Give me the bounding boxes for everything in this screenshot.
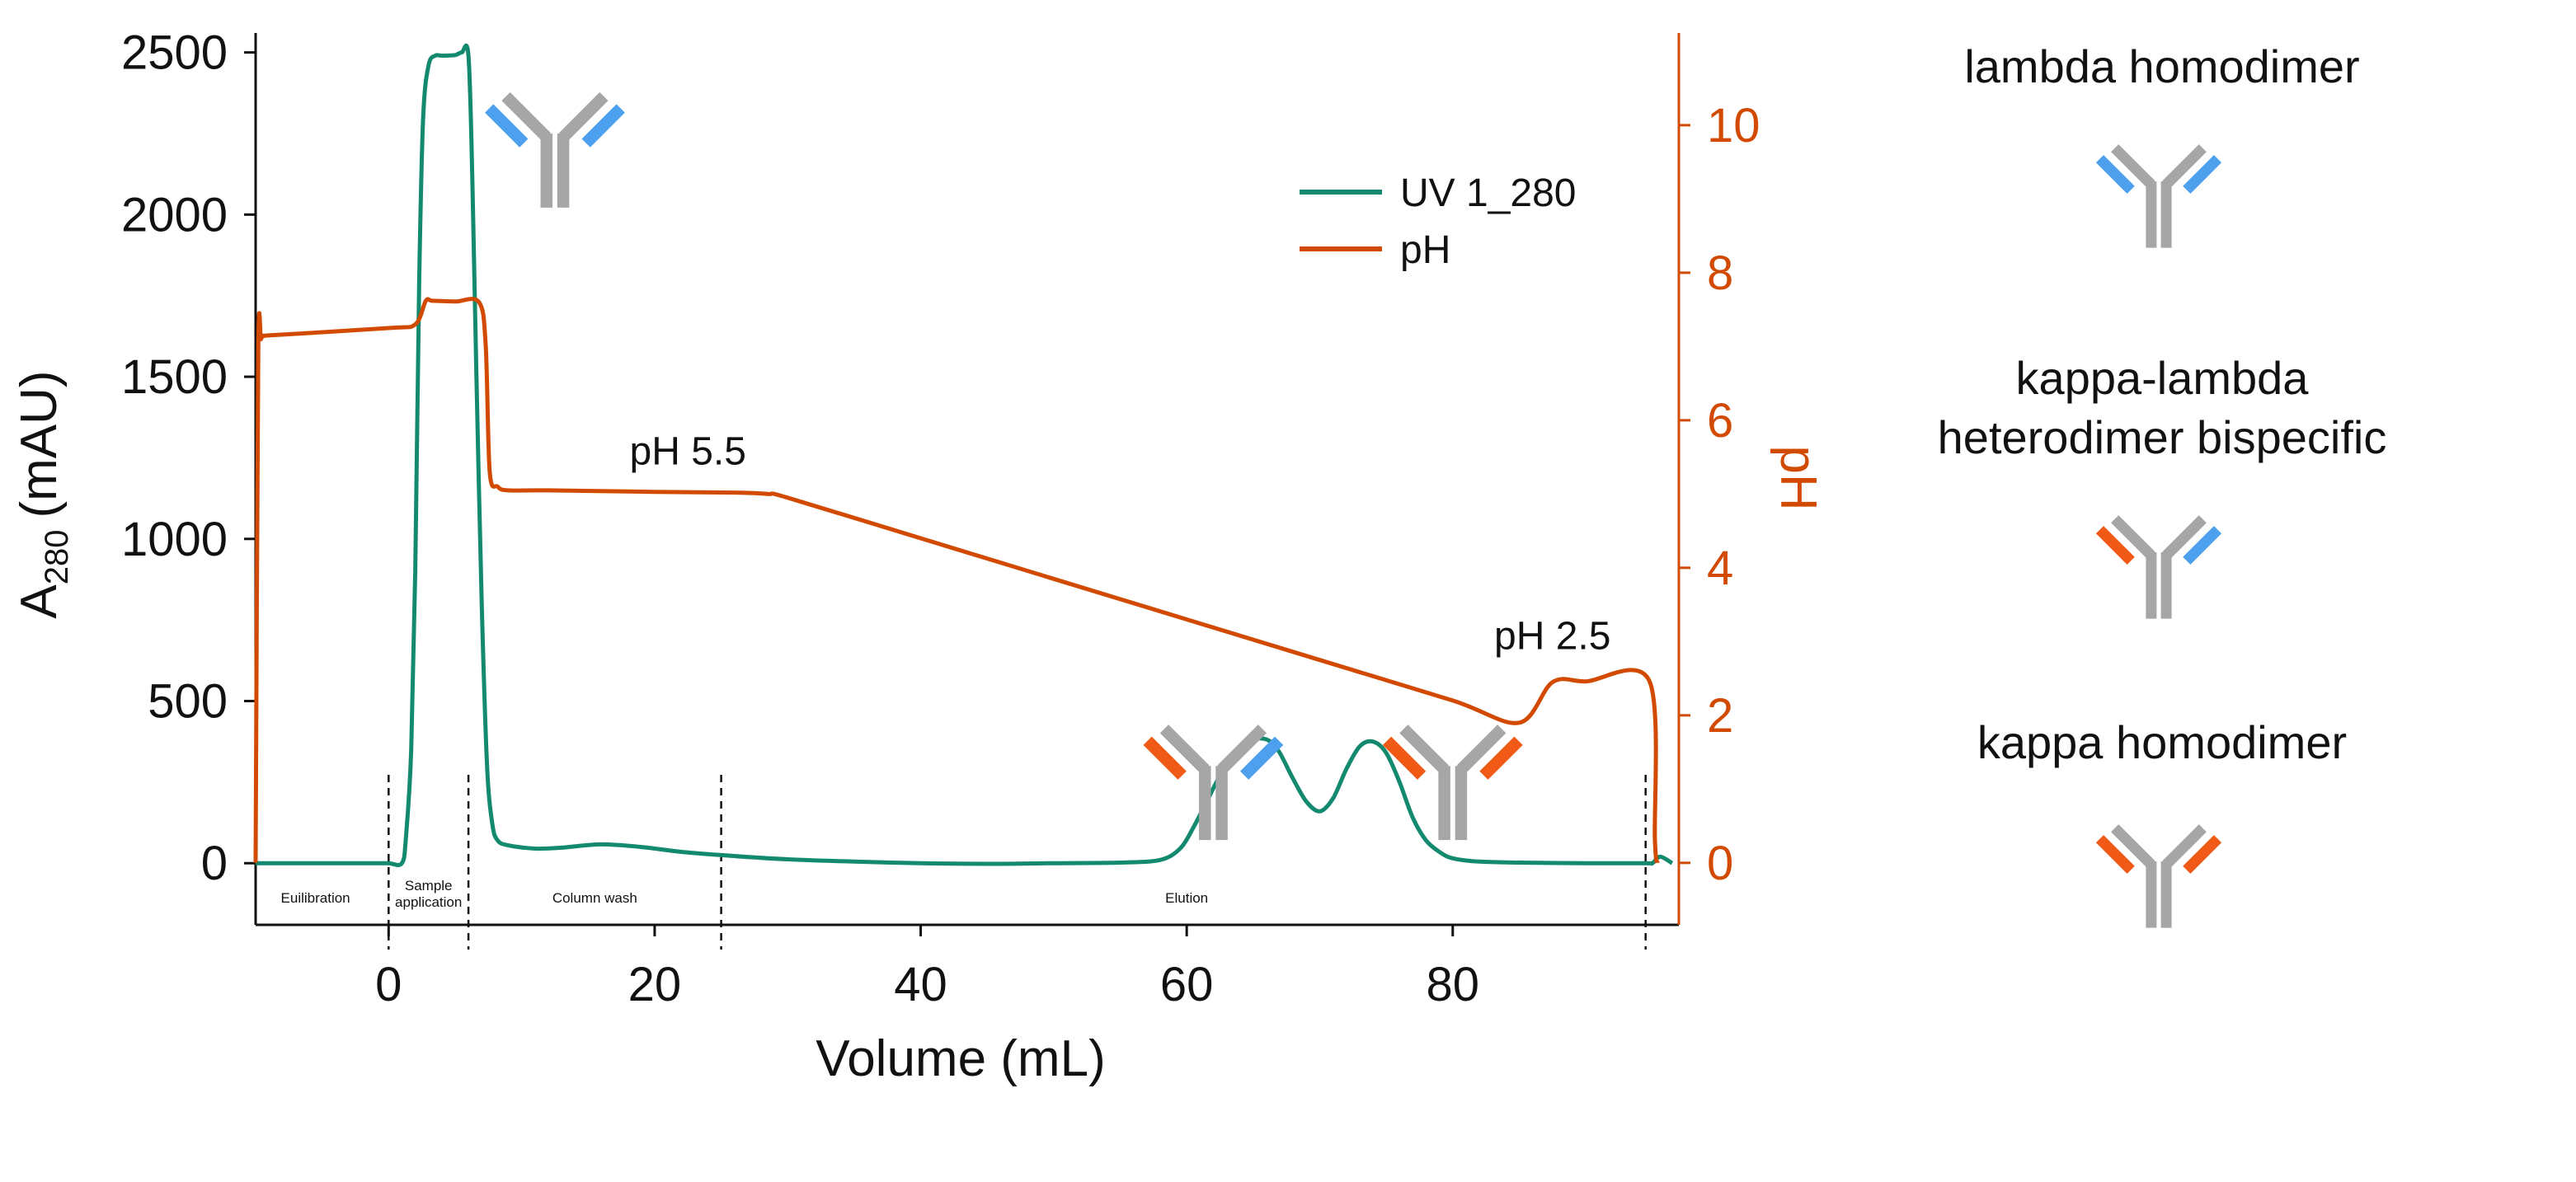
y-left-ticks: 0 500 1000 1500 2000 2500	[121, 26, 256, 890]
y-left-axis-title-unit: (mAU)	[11, 370, 68, 518]
uv-series-line	[256, 43, 1674, 867]
antibody-arm	[1159, 725, 1210, 774]
bispecific-title-line1: kappa-lambda	[2016, 352, 2310, 404]
antibody-icon	[2095, 144, 2222, 248]
legend-ph-label: pH	[1400, 228, 1450, 272]
x-tick-label: 0	[375, 958, 402, 1011]
antibody-light-chain	[2095, 155, 2135, 194]
legend-uv-label: UV 1_280	[1400, 171, 1577, 215]
y-right-ticks: 0 2 4 6 8 10	[1679, 99, 1760, 890]
antibody-arm	[2111, 515, 2155, 560]
phase-label: Sample	[405, 878, 453, 894]
phase-label: Column wash	[552, 890, 637, 906]
side-panel-icons	[2095, 144, 2222, 928]
x-ticks: 0 20 40 60 80	[375, 925, 1479, 1011]
antibody-light-chain	[2095, 835, 2135, 874]
antibody-light-chain	[2183, 835, 2222, 874]
annotations: pH 5.5 pH 2.5	[630, 430, 1611, 659]
kappa-homodimer-title: kappa homodimer	[1977, 716, 2347, 768]
y-left-tick-label: 1500	[121, 350, 228, 404]
y-right-tick-label: 8	[1707, 246, 1733, 300]
antibody-light-chain	[1239, 736, 1284, 780]
y-left-tick-label: 2000	[121, 188, 228, 242]
phase-label: Euilibration	[281, 890, 350, 906]
antibody-icon	[2095, 515, 2222, 619]
y-left-tick-label: 1000	[121, 513, 228, 566]
antibody-arm	[2162, 515, 2207, 560]
series-layer	[253, 43, 1674, 867]
ph-series-line	[253, 297, 1660, 865]
y-right-tick-label: 0	[1707, 837, 1733, 890]
y-left-axis-title: A280 (mAU)	[11, 370, 75, 618]
x-tick-label: 40	[894, 958, 947, 1011]
y-left-tick-label: 500	[148, 675, 228, 729]
annotation-label: pH 5.5	[630, 430, 746, 474]
y-right-tick-label: 2	[1707, 689, 1733, 743]
x-tick-label: 60	[1160, 958, 1214, 1011]
antibody-light-chain	[2095, 526, 2135, 565]
antibody-icon	[485, 91, 625, 208]
antibody-light-chain	[485, 104, 529, 148]
antibody-arm	[2111, 824, 2155, 869]
antibody-icon	[1143, 725, 1284, 841]
x-axis-title: Volume (mL)	[816, 1030, 1105, 1087]
antibody-arm	[1399, 725, 1449, 774]
antibody-arm	[2162, 144, 2207, 189]
x-tick-label: 80	[1427, 958, 1480, 1011]
antibody-arm	[558, 91, 609, 142]
y-left-axis-title-main: A	[11, 584, 68, 619]
side-panel: lambda homodimer kappa-lambda heterodime…	[1938, 40, 2387, 768]
x-tick-label: 20	[628, 958, 682, 1011]
y-right-axis-title: pH	[1770, 445, 1826, 510]
phase-label: Elution	[1165, 890, 1208, 906]
y-left-axis-title-sub: 280	[39, 529, 75, 584]
antibody-light-chain	[1479, 736, 1523, 780]
antibody-light-chain	[2183, 526, 2222, 565]
antibody-light-chain	[2183, 155, 2222, 194]
phase-label: application	[395, 894, 462, 910]
antibody-light-chain	[581, 104, 625, 148]
annotation-label: pH 2.5	[1494, 614, 1610, 658]
y-left-tick-label: 0	[201, 837, 228, 890]
antibody-arm	[2162, 824, 2207, 869]
antibody-light-chain	[1143, 736, 1187, 780]
y-right-tick-label: 4	[1707, 542, 1733, 595]
antibody-arm	[1456, 725, 1507, 774]
y-right-tick-label: 6	[1707, 394, 1733, 448]
antibody-markers	[485, 91, 1523, 841]
lambda-homodimer-title: lambda homodimer	[1964, 40, 2359, 92]
bispecific-title-line2: heterodimer bispecific	[1938, 411, 2387, 463]
antibody-icon	[2095, 824, 2222, 928]
legend: UV 1_280 pH	[1300, 171, 1577, 272]
antibody-arm	[2111, 144, 2155, 189]
antibody-arm	[1217, 725, 1267, 774]
y-left-tick-label: 2500	[121, 26, 228, 80]
phase-boundaries	[388, 775, 1647, 950]
y-right-tick-label: 10	[1707, 99, 1760, 152]
antibody-light-chain	[1382, 736, 1427, 780]
antibody-icon	[1382, 725, 1523, 841]
antibody-arm	[501, 91, 551, 142]
